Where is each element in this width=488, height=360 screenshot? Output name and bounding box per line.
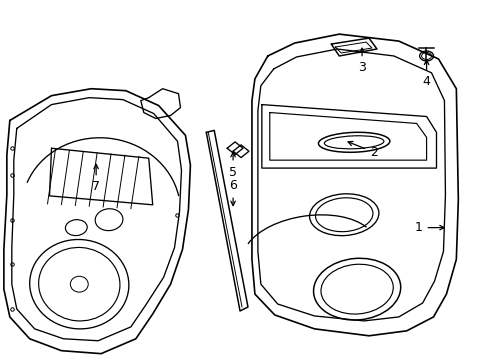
Text: 5: 5	[228, 152, 237, 179]
Text: 7: 7	[92, 164, 100, 193]
Text: 1: 1	[414, 221, 443, 234]
Text: 4: 4	[422, 60, 429, 88]
Text: 6: 6	[229, 179, 237, 206]
Text: 2: 2	[347, 141, 377, 159]
Text: 3: 3	[357, 48, 366, 75]
